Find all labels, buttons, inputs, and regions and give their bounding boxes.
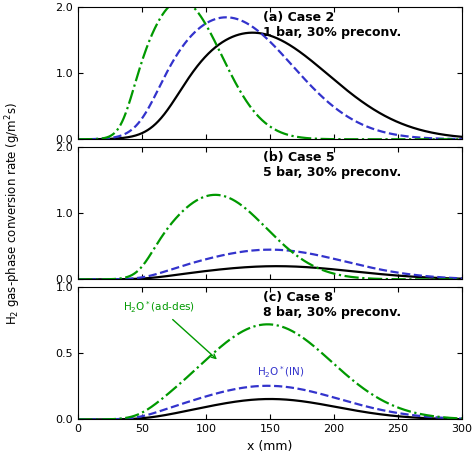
- Text: (b) Case 5
5 bar, 30% preconv.: (b) Case 5 5 bar, 30% preconv.: [263, 151, 401, 179]
- Text: H$_2$O$^*$(ad-des): H$_2$O$^*$(ad-des): [123, 300, 216, 358]
- X-axis label: x (mm): x (mm): [247, 440, 293, 453]
- Text: H$_2$ gas-phase conversion rate (g/m$^2$s): H$_2$ gas-phase conversion rate (g/m$^2$…: [3, 102, 23, 325]
- Text: (c) Case 8
8 bar, 30% preconv.: (c) Case 8 8 bar, 30% preconv.: [263, 292, 401, 319]
- Text: (a) Case 2
1 bar, 30% preconv.: (a) Case 2 1 bar, 30% preconv.: [263, 11, 401, 39]
- Text: H$_2$O$^*$(IN): H$_2$O$^*$(IN): [257, 365, 305, 380]
